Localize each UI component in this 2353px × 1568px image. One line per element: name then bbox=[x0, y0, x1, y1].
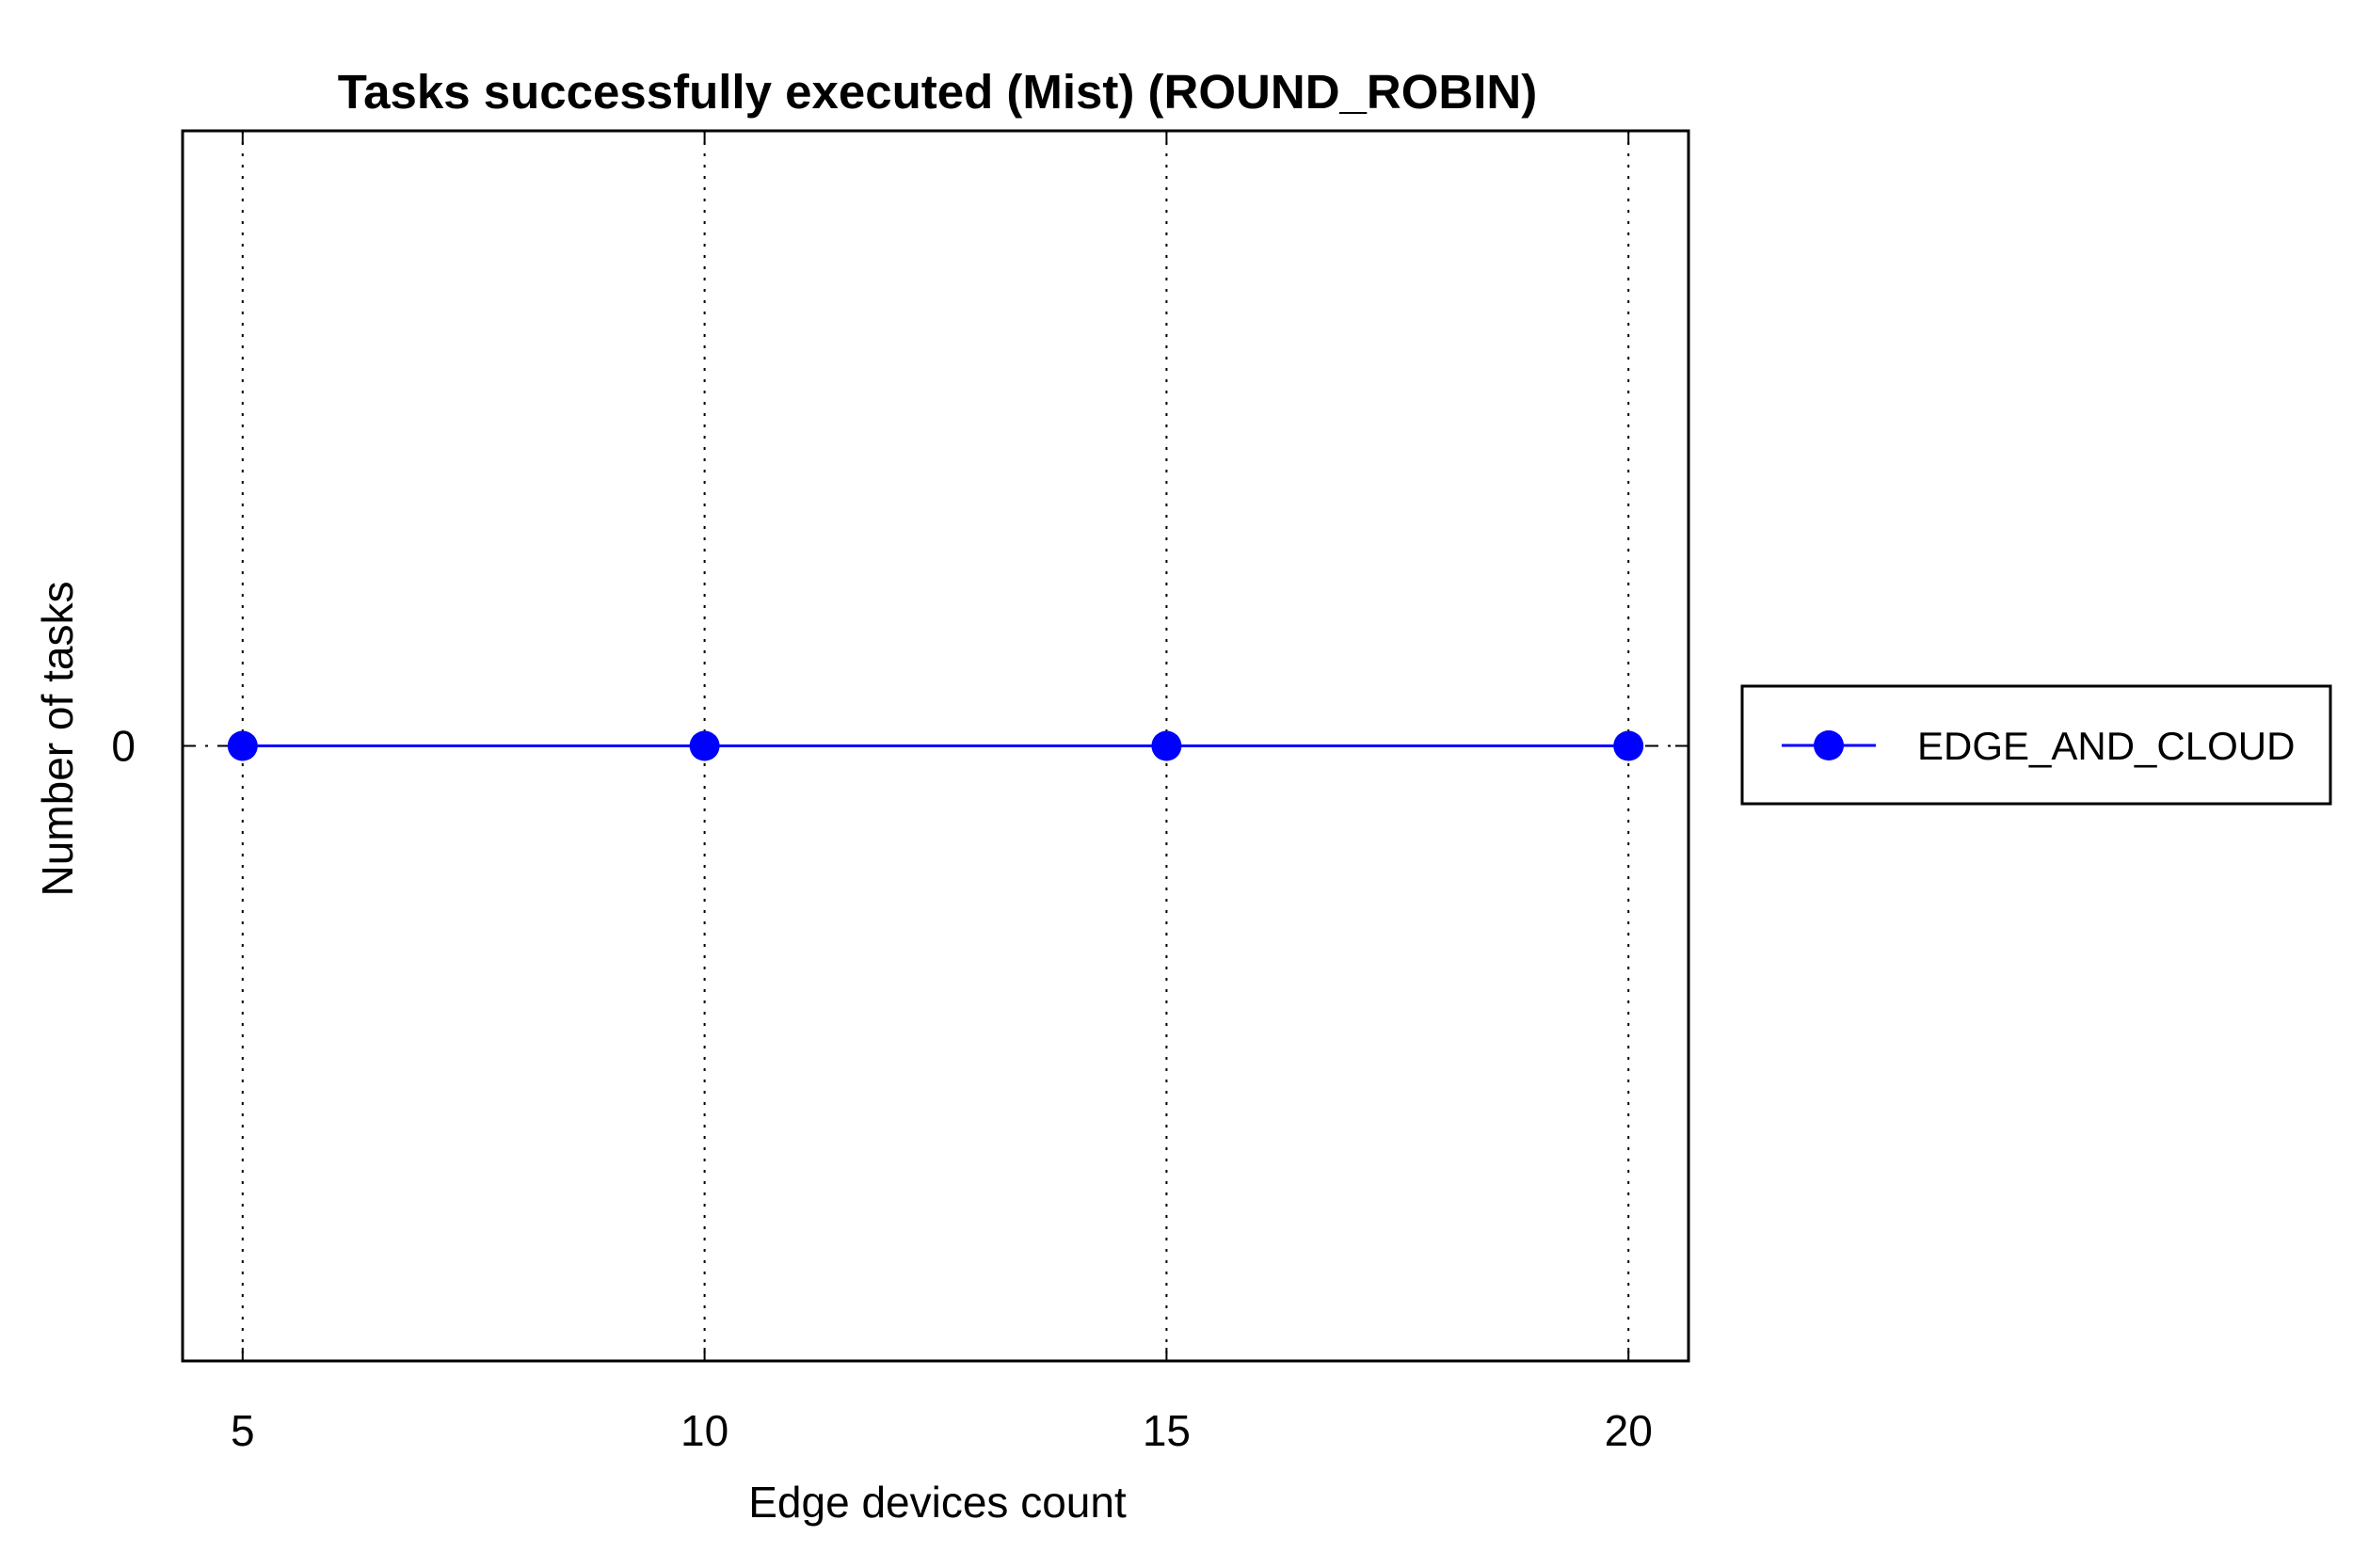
data-point bbox=[227, 730, 258, 761]
legend-entry-label: EDGE_AND_CLOUD bbox=[1917, 724, 2295, 768]
x-axis-tick-labels: 5 10 15 20 bbox=[231, 1406, 1653, 1455]
series-markers bbox=[227, 730, 1644, 761]
x-tick-label: 10 bbox=[680, 1406, 728, 1455]
y-axis-label: Number of tasks bbox=[33, 582, 82, 897]
data-point bbox=[1151, 730, 1182, 761]
chart-title: Tasks successfully executed (Mist) (ROUN… bbox=[338, 65, 1537, 119]
data-point bbox=[689, 730, 720, 761]
y-tick-label: 0 bbox=[111, 722, 136, 771]
y-axis-tick-labels: 0 bbox=[111, 722, 136, 771]
x-tick-label: 5 bbox=[231, 1406, 255, 1455]
x-tick-label: 15 bbox=[1143, 1406, 1191, 1455]
legend: EDGE_AND_CLOUD bbox=[1740, 684, 2332, 806]
x-tick-label: 20 bbox=[1605, 1406, 1653, 1455]
legend-marker-swatch bbox=[1814, 730, 1844, 760]
axis-ticks bbox=[183, 131, 1689, 1361]
data-point bbox=[1613, 730, 1644, 761]
x-axis-label: Edge devices count bbox=[748, 1478, 1127, 1527]
